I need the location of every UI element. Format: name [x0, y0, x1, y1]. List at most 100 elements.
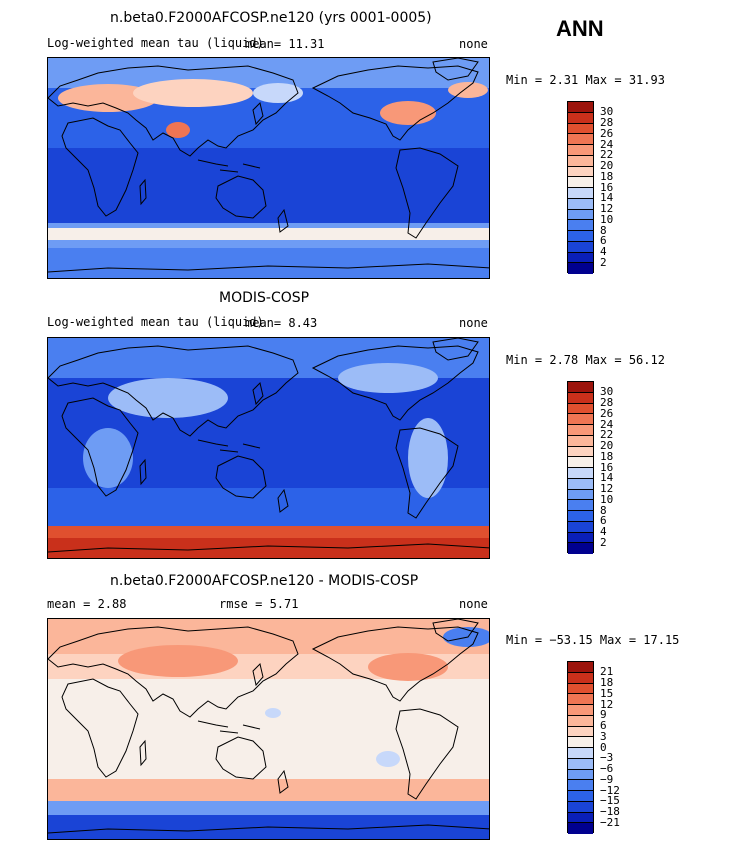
colorbar-swatch — [568, 705, 593, 716]
colorbar-swatch — [568, 694, 593, 705]
colorbar-tick-label: 24 — [600, 137, 614, 151]
panel2-mean-label: mean= 8.43 — [245, 316, 318, 330]
colorbar-swatch — [568, 737, 593, 748]
colorbar-tick-label: −21 — [600, 815, 620, 829]
panel1-variable-label: Log-weighted mean tau (liquid) — [47, 36, 264, 50]
colorbar-swatch — [568, 155, 593, 167]
colorbar-swatch — [568, 425, 593, 436]
colorbar-swatch — [568, 252, 593, 264]
panel3-map — [47, 618, 490, 840]
colorbar-tick-label: 8 — [600, 503, 607, 517]
colorbar-swatch — [568, 521, 593, 533]
panel3-rmse-label: rmse = 5.71 — [219, 597, 299, 611]
colorbar-swatch — [568, 780, 593, 791]
colorbar-tick-label: 12 — [600, 482, 614, 495]
panel3-colorbar — [567, 661, 594, 834]
colorbar-swatch — [568, 801, 593, 813]
colorbar-swatch — [568, 414, 593, 425]
colorbar-tick-label: 26 — [600, 126, 614, 140]
colorbar-swatch — [568, 683, 593, 695]
colorbar-tick-label: 18 — [600, 169, 614, 183]
colorbar-swatch — [568, 134, 593, 145]
colorbar-tick-label: 22 — [600, 428, 614, 442]
panel2-units-label: none — [459, 316, 488, 330]
colorbar-swatch — [568, 166, 593, 178]
colorbar-swatch — [568, 823, 593, 834]
panel2-variable-label: Log-weighted mean tau (liquid) — [47, 315, 264, 329]
colorbar-tick-label: 3 — [600, 729, 607, 743]
colorbar-tick-label: 4 — [600, 525, 607, 538]
colorbar-swatch — [568, 220, 593, 231]
colorbar-tick-label: 28 — [600, 116, 614, 129]
panel1-mean-label: mean= 11.31 — [245, 37, 325, 51]
colorbar-swatch — [568, 446, 593, 458]
colorbar-swatch — [568, 478, 593, 490]
colorbar-tick-label: 10 — [600, 212, 614, 226]
panel3-mean-label: mean = 2.88 — [47, 597, 127, 611]
colorbar-swatch — [568, 726, 593, 738]
colorbar-swatch — [568, 662, 593, 673]
colorbar-swatch — [568, 812, 593, 824]
colorbar-swatch — [568, 468, 593, 479]
colorbar-swatch — [568, 188, 593, 199]
colorbar-swatch — [568, 263, 593, 274]
panel1-map — [47, 57, 490, 279]
colorbar-tick-label: −3 — [600, 751, 614, 765]
colorbar-swatch — [568, 382, 593, 393]
colorbar-swatch — [568, 209, 593, 221]
colorbar-tick-label: −9 — [600, 772, 614, 786]
colorbar-tick-label: 6 — [600, 719, 607, 732]
panel1-colorbar — [567, 101, 594, 274]
colorbar-swatch — [568, 457, 593, 468]
colorbar-tick-label: 6 — [600, 234, 607, 248]
colorbar-swatch — [568, 769, 593, 781]
colorbar-swatch — [568, 102, 593, 113]
colorbar-tick-label: 18 — [600, 449, 614, 463]
colorbar-tick-label: −15 — [600, 794, 620, 808]
colorbar-tick-label: 30 — [600, 385, 614, 399]
colorbar-swatch — [568, 715, 593, 727]
panel2-minmax: Min = 2.78 Max = 56.12 — [506, 353, 665, 367]
colorbar-swatch — [568, 532, 593, 544]
colorbar-tick-label: −6 — [600, 762, 614, 775]
colorbar-tick-label: 14 — [600, 471, 614, 485]
panel2-title: MODIS-COSP — [219, 290, 310, 306]
colorbar-swatch — [568, 791, 593, 802]
colorbar-swatch — [568, 748, 593, 759]
colorbar-tick-label: −12 — [600, 783, 620, 797]
colorbar-swatch — [568, 231, 593, 242]
colorbar-tick-label: 6 — [600, 514, 607, 528]
colorbar-swatch — [568, 489, 593, 501]
colorbar-tick-label: 14 — [600, 191, 614, 205]
colorbar-tick-label: 28 — [600, 396, 614, 409]
colorbar-tick-label: 9 — [600, 708, 607, 722]
colorbar-tick-label: 0 — [600, 740, 607, 754]
colorbar-tick-label: 10 — [600, 492, 614, 506]
colorbar-swatch — [568, 177, 593, 188]
colorbar-tick-label: −18 — [600, 805, 620, 818]
colorbar-tick-label: 22 — [600, 148, 614, 162]
colorbar-swatch — [568, 112, 593, 124]
colorbar-swatch — [568, 145, 593, 156]
colorbar-tick-label: 16 — [600, 460, 614, 474]
colorbar-tick-label: 24 — [600, 417, 614, 431]
colorbar-tick-label: 16 — [600, 180, 614, 194]
colorbar-tick-label: 4 — [600, 245, 607, 258]
panel3-title: n.beta0.F2000AFCOSP.ne120 - MODIS-COSP — [110, 573, 419, 589]
colorbar-swatch — [568, 123, 593, 135]
colorbar-swatch — [568, 241, 593, 253]
colorbar-tick-label: 20 — [600, 439, 614, 452]
colorbar-swatch — [568, 511, 593, 522]
colorbar-swatch — [568, 198, 593, 210]
panel3-units-label: none — [459, 597, 488, 611]
panel3-minmax: Min = −53.15 Max = 17.15 — [506, 633, 680, 647]
colorbar-tick-label: 21 — [600, 665, 614, 679]
colorbar-swatch — [568, 500, 593, 511]
colorbar-tick-label: 8 — [600, 223, 607, 237]
colorbar-swatch — [568, 403, 593, 415]
colorbar-tick-label: 26 — [600, 406, 614, 420]
panel1-minmax: Min = 2.31 Max = 31.93 — [506, 73, 665, 87]
colorbar-tick-label: 15 — [600, 686, 614, 700]
panel1-units-label: none — [459, 37, 488, 51]
panel2-map — [47, 337, 490, 559]
